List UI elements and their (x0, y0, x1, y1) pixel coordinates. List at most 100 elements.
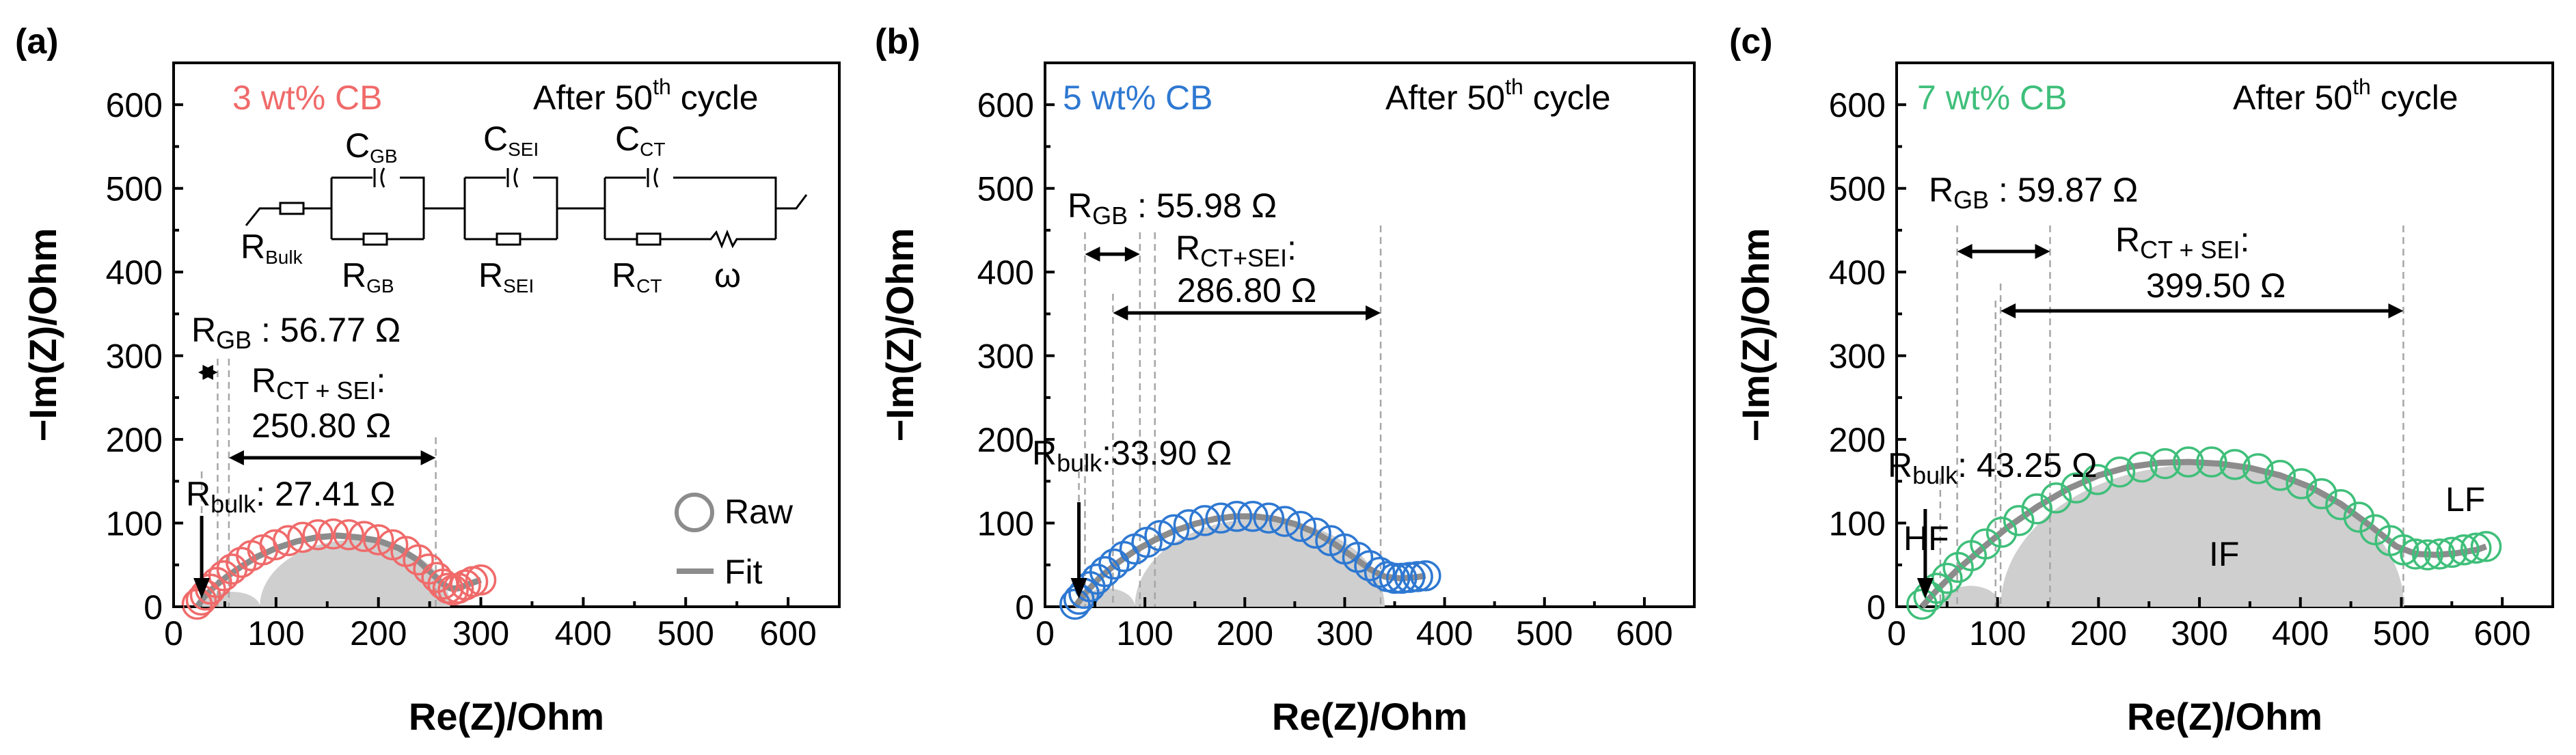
raw-point (2021, 493, 2053, 525)
raw-point (1394, 562, 1426, 593)
arrow-annotations (1916, 244, 2404, 599)
raw-point (2082, 464, 2113, 495)
rct-colon: : (1287, 229, 1297, 267)
y-tick-label: 100 (977, 505, 1034, 543)
shaded-arc (1135, 519, 1385, 607)
c-sei-main: C (483, 120, 508, 158)
x-tick-label: 0 (1887, 614, 1906, 653)
r-ct-main: R (612, 256, 636, 294)
x-axis-label: Re(Z)/Ohm (2127, 695, 2322, 738)
raw-point (2040, 482, 2072, 514)
raw-point (1985, 517, 2018, 548)
raw-point (2306, 478, 2337, 510)
cycle-text: After 50 (1385, 79, 1505, 117)
raw-point (1253, 502, 1285, 534)
x-tick-label: 100 (247, 614, 304, 653)
raw-point (1108, 540, 1140, 573)
if-label: IF (2209, 535, 2239, 573)
raw-point (1379, 562, 1411, 594)
raw-point (273, 525, 304, 557)
circuit-r-sei: RSEI (478, 256, 534, 297)
x-tick-label: 0 (1035, 614, 1055, 653)
cycle-tail: cycle (1523, 79, 1611, 117)
guide-lines (1078, 225, 1382, 607)
raw-point (1285, 510, 1316, 543)
rgb-sub: GB (216, 326, 252, 354)
cycle-tail: cycle (671, 79, 759, 117)
raw-point (1089, 555, 1121, 588)
raw-point (333, 519, 364, 551)
raw-point (1173, 509, 1205, 540)
y-tick-label: 600 (977, 86, 1034, 124)
y-tick-label: 100 (106, 505, 163, 543)
rbulk-value: : 43.25 Ω (1957, 446, 2097, 484)
rbulk-annotation: Rbulk:33.90 Ω (1032, 434, 1232, 477)
arrow-annotations (193, 365, 436, 599)
rct-r: R (1176, 229, 1200, 267)
raw-point (2400, 538, 2431, 570)
x-tick-label: 0 (164, 614, 183, 653)
y-tick-label: 600 (106, 86, 163, 124)
x-tick-label: 600 (759, 614, 816, 653)
x-tick-label: 300 (452, 614, 509, 653)
y-tick-label: 100 (1829, 505, 1886, 543)
r-bulk-sub: Bulk (265, 247, 303, 268)
y-tick-label: 400 (977, 253, 1034, 292)
rgb-sub: GB (1953, 186, 1989, 214)
rgb-value: : 59.87 Ω (1989, 171, 2138, 209)
raw-point (2150, 448, 2181, 480)
rct-sub: CT+SEI (1200, 244, 1287, 272)
c-gb-sub: GB (370, 146, 397, 167)
raw-point (2003, 505, 2035, 536)
panel-label: (a) (15, 22, 59, 61)
arrow-annotations (1070, 247, 1381, 599)
rgb-arrow-head-left (1957, 244, 1972, 259)
panel-label: (c) (1729, 22, 1773, 61)
rgb-arrow-head-right (202, 365, 218, 380)
y-tick-label: 400 (106, 253, 163, 292)
raw-point (1354, 550, 1385, 581)
y-tick-label: 200 (1829, 421, 1886, 459)
legend-fit-label: Fit (724, 553, 763, 591)
x-tick-label: 300 (2171, 614, 2227, 653)
rgb-r: R (1929, 171, 1953, 209)
x-axis-label: Re(Z)/Ohm (409, 695, 604, 738)
r-gb-sub: GB (366, 275, 394, 297)
panel-b: (b) 0 100 200 300 400 500 600 0 100 200 300 400 500… (875, 22, 1696, 738)
x-axis-ticks: 0 100 200 300 400 500 600 (164, 597, 817, 653)
raw-point (1098, 548, 1130, 580)
raw-point (1237, 500, 1269, 532)
x-tick-label: 100 (1969, 614, 2026, 653)
rct-sub: CT + SEI (2140, 236, 2240, 264)
raw-point (1402, 561, 1433, 592)
rbulk-annotation: Rbulk: 43.25 Ω (1888, 446, 2097, 489)
x-tick-label: 100 (1116, 614, 1173, 653)
raw-series (1906, 446, 2502, 620)
y-axis-label: −Im(Z)/Ohm (1734, 228, 1777, 442)
rbulk-r: R (1888, 446, 1912, 484)
rct-arrow-head-left (1113, 305, 1128, 320)
raw-point (1269, 506, 1301, 537)
raw-point (1221, 500, 1253, 532)
raw-point (421, 562, 452, 593)
rct-arrow-head-right (1366, 305, 1381, 320)
raw-point (403, 544, 434, 576)
raw-point (2448, 534, 2480, 566)
y-tick-label: 200 (977, 421, 1034, 459)
cycle-tail: cycle (2371, 79, 2458, 117)
chart-title: 7 wt% CB (1917, 79, 2067, 117)
raw-point (2424, 538, 2456, 570)
circuit-warburg: ω (714, 256, 741, 294)
cycle-label: After 50th cycle (2233, 74, 2458, 117)
circuit-r-ct: RCT (612, 256, 662, 297)
rbulk-arrow-head (1916, 578, 1934, 599)
cycle-label: After 50th cycle (533, 74, 759, 117)
cycle-text: After 50 (533, 79, 653, 117)
rct-annotation: RCT + SEI: (252, 361, 385, 404)
x-tick-label: 400 (555, 614, 612, 653)
raw-point (1158, 514, 1190, 546)
x-tick-label: 200 (1217, 614, 1273, 653)
y-tick-label: 200 (106, 421, 163, 459)
raw-series (1059, 500, 1441, 620)
y-tick-label: 300 (977, 338, 1034, 376)
